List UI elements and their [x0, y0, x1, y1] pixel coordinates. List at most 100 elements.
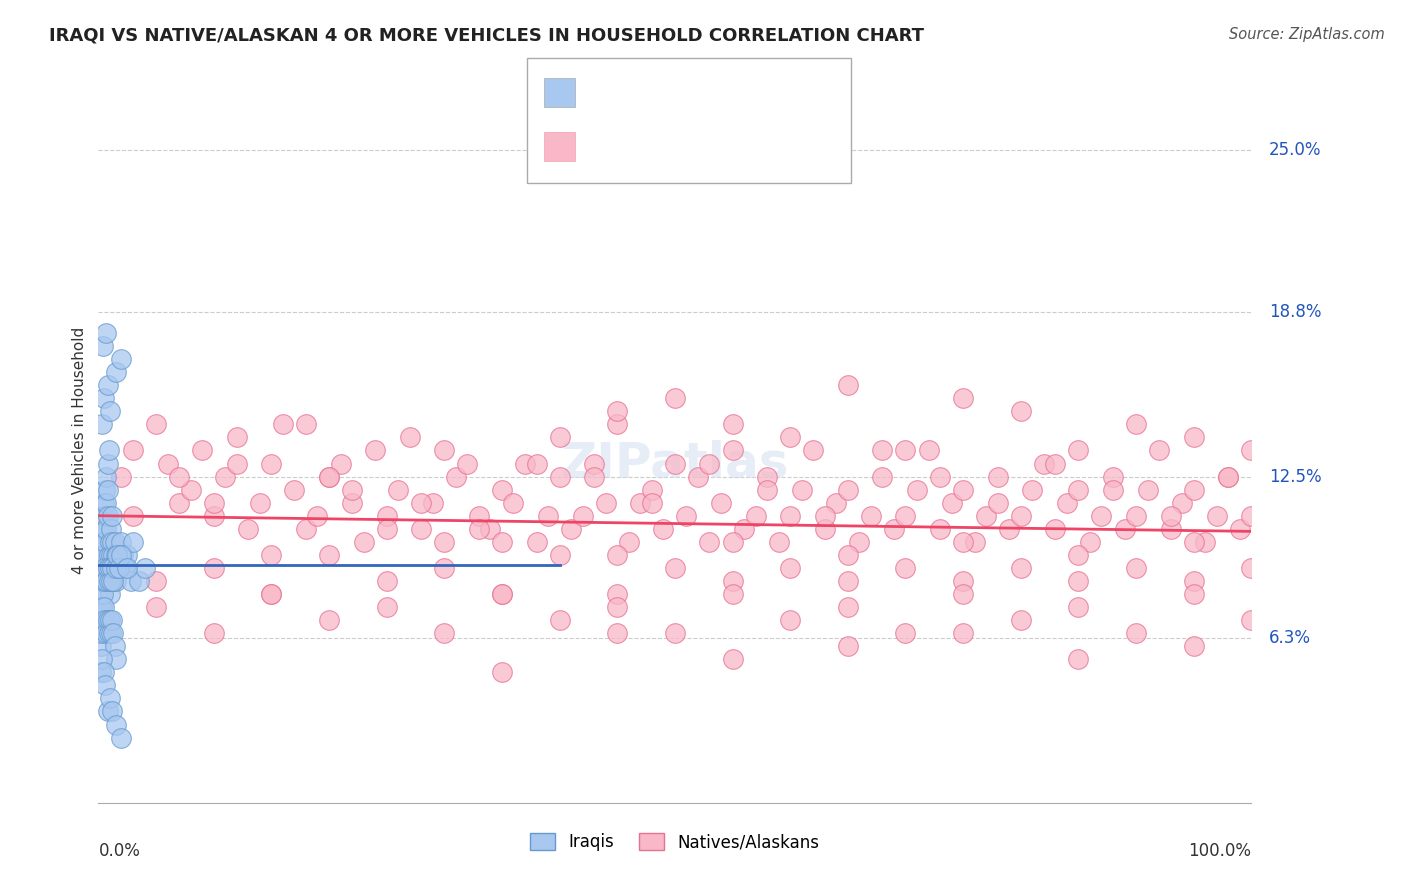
- Point: [1045, 522, 1067, 536]
- Point: [110, 731, 132, 745]
- Point: [91, 587, 114, 601]
- Legend: Iraqis, Natives/Alaskans: Iraqis, Natives/Alaskans: [523, 826, 827, 858]
- Point: [103, 574, 125, 588]
- Text: ZIPatlas: ZIPatlas: [561, 440, 789, 488]
- Point: [134, 561, 156, 575]
- Point: [1056, 496, 1078, 510]
- Point: [100, 574, 122, 588]
- Point: [548, 548, 571, 562]
- Point: [526, 457, 548, 471]
- Point: [491, 587, 513, 601]
- Point: [375, 600, 398, 615]
- Point: [94, 534, 117, 549]
- Point: [1171, 496, 1194, 510]
- Point: [1182, 587, 1205, 601]
- Point: [848, 534, 870, 549]
- Point: [104, 652, 127, 666]
- Point: [97, 508, 120, 523]
- Point: [90, 587, 112, 601]
- Point: [1125, 626, 1147, 640]
- Point: [606, 587, 628, 601]
- Point: [340, 483, 363, 497]
- Point: [894, 443, 917, 458]
- Point: [318, 613, 340, 627]
- Point: [664, 626, 686, 640]
- Point: [952, 587, 974, 601]
- Point: [97, 613, 120, 627]
- Point: [917, 443, 939, 458]
- Point: [837, 483, 859, 497]
- Point: [1067, 652, 1090, 666]
- Point: [929, 522, 952, 536]
- Point: [479, 522, 502, 536]
- Point: [112, 561, 135, 575]
- Point: [998, 522, 1021, 536]
- Point: [90, 626, 112, 640]
- Point: [952, 483, 974, 497]
- Point: [606, 548, 628, 562]
- Point: [110, 548, 132, 562]
- Point: [100, 522, 122, 536]
- Point: [167, 496, 190, 510]
- Point: [97, 626, 120, 640]
- Point: [89, 626, 111, 640]
- Point: [1160, 508, 1182, 523]
- Point: [91, 508, 114, 523]
- Point: [987, 496, 1010, 510]
- Point: [526, 534, 548, 549]
- Point: [595, 496, 617, 510]
- Point: [814, 508, 837, 523]
- Point: [97, 561, 120, 575]
- Point: [952, 626, 974, 640]
- Point: [894, 561, 917, 575]
- Point: [1067, 600, 1090, 615]
- Point: [952, 574, 974, 588]
- Point: [1010, 508, 1032, 523]
- Point: [94, 483, 117, 497]
- Point: [548, 613, 571, 627]
- Point: [100, 626, 122, 640]
- Point: [513, 457, 536, 471]
- Point: [583, 457, 606, 471]
- Point: [606, 626, 628, 640]
- Point: [664, 561, 686, 575]
- Point: [1147, 443, 1170, 458]
- Point: [929, 469, 952, 483]
- Point: [468, 522, 491, 536]
- Point: [963, 534, 986, 549]
- Point: [117, 548, 139, 562]
- Point: [721, 574, 744, 588]
- Point: [97, 705, 120, 719]
- Point: [433, 626, 456, 640]
- Point: [90, 574, 112, 588]
- Point: [548, 430, 571, 444]
- Point: [202, 626, 225, 640]
- Point: [167, 469, 190, 483]
- Point: [1136, 483, 1159, 497]
- Point: [433, 443, 456, 458]
- Point: [318, 548, 340, 562]
- Point: [779, 561, 801, 575]
- Point: [675, 508, 697, 523]
- Point: [1182, 483, 1205, 497]
- Point: [652, 522, 675, 536]
- Point: [97, 443, 120, 458]
- Point: [90, 652, 112, 666]
- Point: [110, 352, 132, 367]
- Point: [744, 508, 766, 523]
- Point: [894, 508, 917, 523]
- Point: [307, 508, 329, 523]
- Point: [93, 600, 115, 615]
- Point: [710, 496, 733, 510]
- Point: [641, 483, 664, 497]
- Point: [96, 326, 118, 340]
- Point: [837, 378, 859, 392]
- Point: [110, 534, 132, 549]
- Y-axis label: 4 or more Vehicles in Household: 4 or more Vehicles in Household: [72, 326, 87, 574]
- Text: 100.0%: 100.0%: [1188, 842, 1251, 860]
- Point: [491, 587, 513, 601]
- Point: [98, 613, 121, 627]
- Point: [837, 548, 859, 562]
- Point: [107, 548, 129, 562]
- Point: [502, 496, 524, 510]
